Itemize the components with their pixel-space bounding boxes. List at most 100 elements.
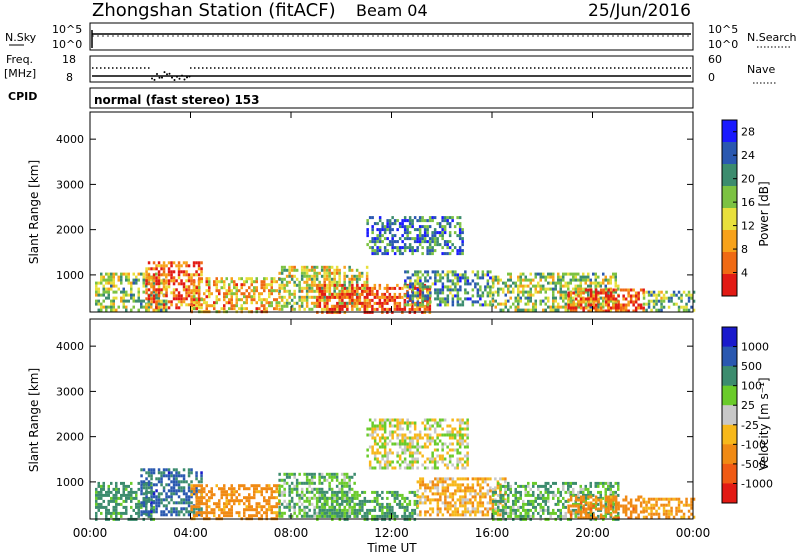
echo-cell <box>338 268 341 272</box>
echo-cell <box>175 510 178 514</box>
echo-cell <box>597 297 600 301</box>
echo-cell <box>145 306 148 310</box>
echo-cell <box>426 279 430 283</box>
echo-cell <box>310 289 314 293</box>
echo-cell <box>416 246 419 250</box>
echo-cell <box>461 252 464 256</box>
echo-cell <box>677 503 681 507</box>
echo-cell <box>662 293 666 297</box>
echo-cell <box>584 496 587 500</box>
echo-cell <box>378 228 382 232</box>
echo-cell <box>245 307 248 311</box>
echo-cell <box>406 466 409 470</box>
echo-cell <box>592 306 595 310</box>
echo-cell <box>544 484 547 488</box>
echo-cell <box>293 292 296 296</box>
echo-cell <box>135 511 138 515</box>
echo-cell <box>386 451 389 455</box>
echo-cell <box>155 308 158 312</box>
echo-cell <box>328 505 331 509</box>
echo-cell <box>193 289 196 293</box>
echo-cell <box>388 219 392 223</box>
echo-cell <box>584 281 587 285</box>
echo-cell <box>205 307 208 311</box>
echo-cell <box>484 495 487 499</box>
echo-cell <box>363 490 367 494</box>
echo-cell <box>650 503 653 507</box>
echo-cell <box>193 484 196 488</box>
echo-cell <box>451 303 455 307</box>
echo-cell <box>150 471 153 475</box>
echo-cell <box>438 454 442 458</box>
echo-cell <box>351 292 354 296</box>
echo-cell <box>245 298 248 302</box>
echo-cell <box>356 301 359 305</box>
echo-cell <box>448 222 452 226</box>
echo-cell <box>642 293 646 297</box>
echo-cell <box>180 480 183 484</box>
echo-cell <box>451 294 455 298</box>
echo-cell <box>298 295 301 299</box>
echo-cell <box>205 484 208 488</box>
echo-cell <box>446 495 450 499</box>
echo-cell <box>484 303 487 307</box>
echo-cell <box>559 278 562 282</box>
echo-cell <box>323 505 327 509</box>
echo-cell <box>401 427 404 431</box>
echo-cell <box>102 499 105 503</box>
echo-cell <box>233 307 236 311</box>
echo-cell <box>637 294 640 298</box>
echo-cell <box>142 480 146 484</box>
echo-cell <box>273 307 276 311</box>
echo-cell <box>316 490 319 494</box>
echo-cell <box>502 514 505 518</box>
echo-cell <box>431 498 435 502</box>
echo-cell <box>300 295 304 299</box>
echo-cell <box>293 268 296 272</box>
echo-cell <box>449 288 452 292</box>
echo-cell <box>298 499 301 503</box>
echo-cell <box>313 472 316 476</box>
echo-cell <box>532 502 535 506</box>
echo-cell <box>203 301 206 305</box>
echo-cell <box>429 300 432 304</box>
echo-cell <box>458 460 462 464</box>
echo-cell <box>594 507 598 511</box>
echo-cell <box>690 305 693 309</box>
echo-cell <box>562 272 565 276</box>
echo-cell <box>609 493 612 497</box>
echo-cell <box>507 487 510 491</box>
echo-cell <box>534 284 537 288</box>
echo-cell <box>632 504 635 508</box>
echo-cell <box>446 294 450 298</box>
echo-cell <box>293 505 296 509</box>
echo-cell <box>323 280 326 284</box>
echo-cell <box>436 477 440 481</box>
echo-cell <box>416 270 420 274</box>
echo-cell <box>97 308 100 312</box>
echo-cell <box>300 265 304 269</box>
echo-cell <box>572 278 575 282</box>
echo-cell <box>300 286 304 290</box>
echo-cell <box>363 502 367 506</box>
echo-cell <box>172 282 176 286</box>
echo-cell <box>280 277 284 281</box>
echo-cell <box>632 288 635 292</box>
echo-cell <box>383 514 387 518</box>
echo-cell <box>225 505 228 509</box>
nave-point <box>156 73 158 75</box>
echo-cell <box>197 264 201 268</box>
echo-cell <box>670 512 673 516</box>
echo-cell <box>142 305 145 309</box>
echo-cell <box>624 504 628 508</box>
echo-cell <box>589 510 593 514</box>
echo-cell <box>198 286 201 290</box>
echo-cell <box>135 493 138 497</box>
echo-cell <box>343 511 347 515</box>
echo-cell <box>343 475 346 479</box>
echo-cell <box>592 498 595 502</box>
echo-cell <box>331 292 334 296</box>
echo-cell <box>547 299 550 303</box>
echo-cell <box>408 490 412 494</box>
echo-cell <box>260 505 263 509</box>
